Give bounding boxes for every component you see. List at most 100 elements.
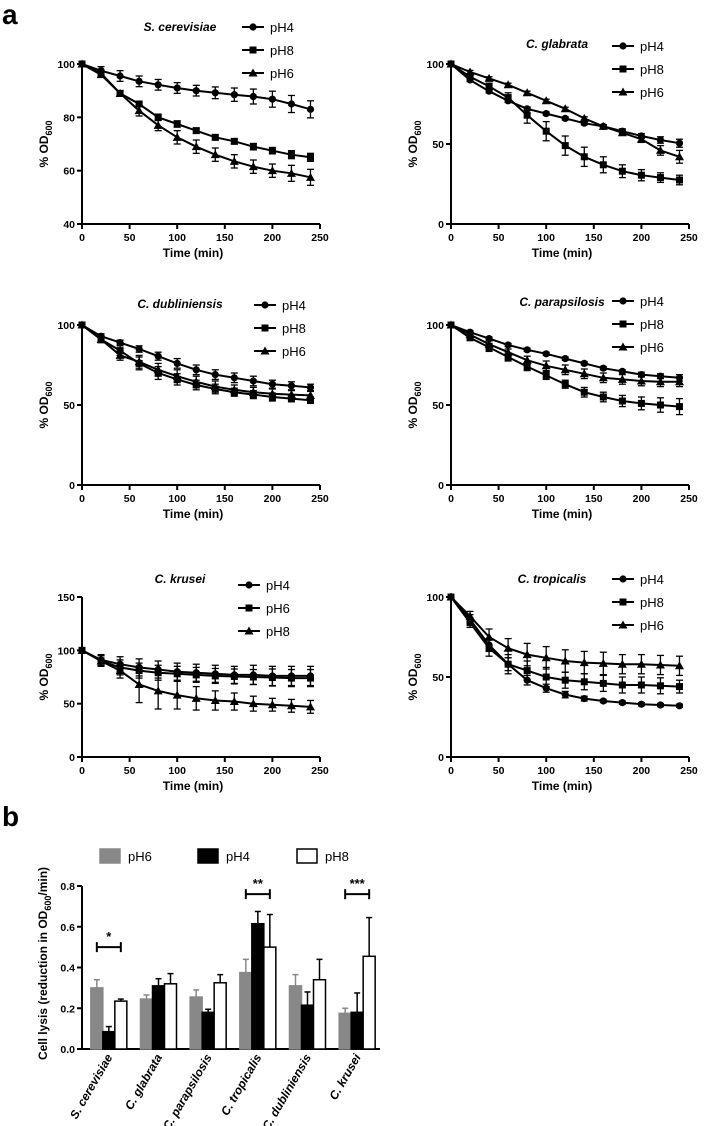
legend-label: pH4 <box>640 572 664 587</box>
data-point <box>173 84 181 92</box>
legend-item-ph4: pH4 <box>238 578 290 593</box>
x-axis-title: Time (min) <box>532 507 592 521</box>
legend-label: pH8 <box>270 43 294 58</box>
data-point <box>77 59 87 68</box>
legend-item-ph8: pH8 <box>296 848 349 864</box>
data-point <box>230 374 238 382</box>
data-point <box>655 145 665 154</box>
category-label: C. krusei <box>326 1051 364 1102</box>
chart-title: C. glabrata <box>526 37 588 51</box>
data-point <box>542 673 550 681</box>
y-tick-label: 100 <box>426 592 444 604</box>
x-axis-title: Time (min) <box>163 779 223 793</box>
data-point <box>210 150 220 159</box>
line-chart-c-krusei: C. krusei 0 50 100 150 0 50 100 150 200 250 Time (m… <box>37 572 329 793</box>
data-point <box>542 127 550 135</box>
data-point <box>580 359 588 367</box>
series-ph6 <box>446 592 684 677</box>
data-point <box>229 697 239 706</box>
x-tick-label: 0 <box>448 232 454 244</box>
y-axis-title: % OD600 <box>406 120 423 167</box>
data-point <box>173 120 181 128</box>
bar-ph6 <box>90 987 104 1050</box>
data-point <box>466 619 474 627</box>
significance-label: *** <box>350 876 366 891</box>
series-ph6 <box>77 59 315 186</box>
data-point <box>154 352 162 360</box>
data-point <box>504 341 512 349</box>
series-ph6 <box>446 59 684 164</box>
y-axis-title: Cell lysis (reduction in OD600/min) <box>36 867 53 1060</box>
legend-label: pH6 <box>640 85 664 100</box>
data-point <box>267 166 277 175</box>
y-tick-label: 0 <box>438 752 444 764</box>
data-point <box>465 67 475 76</box>
data-point <box>135 77 143 85</box>
data-point <box>561 676 569 684</box>
data-point <box>618 397 626 405</box>
legend-item-ph8: pH8 <box>242 43 294 58</box>
data-point <box>192 366 200 374</box>
data-point <box>211 89 219 97</box>
data-point <box>230 91 238 99</box>
y-tick-label: 0.4 <box>60 963 75 975</box>
bar-ph8 <box>163 983 178 1050</box>
data-point <box>153 120 163 129</box>
category-label: C. tropicalis <box>218 1051 265 1118</box>
y-tick-label: 50 <box>63 400 75 412</box>
legend-marker <box>248 68 258 77</box>
y-tick-label: 40 <box>63 219 75 231</box>
x-tick-label: 50 <box>493 232 505 244</box>
line-chart-s-cerevisiae: S. cerevisiae 40 60 80 100 0 50 100 150 200 250 Tim… <box>37 20 329 260</box>
legend-marker <box>619 42 627 50</box>
data-point <box>541 96 551 105</box>
data-point <box>617 128 627 137</box>
x-tick-label: 50 <box>124 765 136 777</box>
data-point <box>211 133 219 141</box>
y-tick-label: 0 <box>438 480 444 492</box>
data-point <box>191 142 201 151</box>
bar-ph8 <box>213 982 227 1050</box>
x-axis-title: Time (min) <box>163 246 223 260</box>
data-point <box>287 151 295 159</box>
data-point <box>306 383 315 391</box>
legend-marker <box>249 23 257 31</box>
data-point <box>618 167 626 175</box>
data-point <box>542 350 550 358</box>
bar-ph8 <box>362 955 376 1050</box>
y-tick-label: 50 <box>432 672 444 684</box>
data-point <box>305 702 315 711</box>
x-tick-label: 50 <box>124 493 136 505</box>
significance-label: ** <box>253 876 264 891</box>
data-point <box>656 136 665 144</box>
bar-ph4 <box>350 1011 364 1050</box>
data-point <box>504 660 512 668</box>
data-point <box>675 176 683 184</box>
y-tick-label: 100 <box>57 320 75 332</box>
data-point <box>656 174 664 182</box>
data-point <box>656 701 665 709</box>
y-tick-label: 0.2 <box>60 1003 75 1015</box>
legend-marker <box>260 346 270 355</box>
data-point <box>116 72 124 80</box>
chart-title: C. tropicalis <box>518 572 587 586</box>
significance-marker: * <box>95 929 122 953</box>
data-point <box>618 699 626 707</box>
x-tick-label: 150 <box>216 765 234 777</box>
legend-label: pH6 <box>640 340 664 355</box>
data-point <box>523 363 531 371</box>
x-tick-label: 250 <box>311 765 329 777</box>
data-point <box>561 380 569 388</box>
data-point <box>485 82 493 90</box>
data-point <box>599 364 607 372</box>
data-point <box>306 105 315 113</box>
legend-item-ph4: pH4 <box>254 298 306 313</box>
chart-title: C. dubliniensis <box>137 297 223 311</box>
data-point <box>579 369 589 378</box>
data-point <box>191 693 201 702</box>
data-point <box>561 691 569 699</box>
x-tick-label: 150 <box>216 232 234 244</box>
data-point <box>503 80 513 89</box>
data-point <box>523 346 531 354</box>
x-axis-title: Time (min) <box>532 779 592 793</box>
